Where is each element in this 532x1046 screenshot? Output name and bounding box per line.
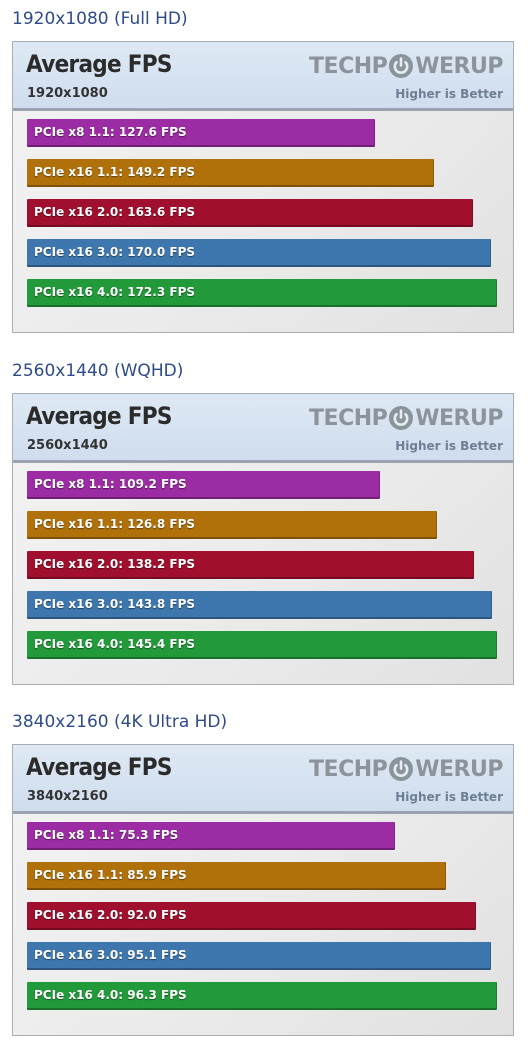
chart-panel: Average FPS 3840x2160 TECHP WERUP Higher… bbox=[12, 744, 514, 1036]
bars-area: PCIe x8 1.1: 109.2 FPS PCIe x16 1.1: 126.… bbox=[13, 460, 513, 680]
chart-title: Average FPS bbox=[26, 50, 172, 78]
bars-area: PCIe x8 1.1: 75.3 FPS PCIe x16 1.1: 85.9 … bbox=[13, 811, 513, 1031]
bar-label: PCIe x16 4.0: 96.3 FPS bbox=[34, 988, 187, 1002]
chart-panel: Average FPS 2560x1440 TECHP WERUP Higher… bbox=[12, 393, 514, 685]
chart-title: Average FPS bbox=[26, 753, 172, 781]
bar-pcie-x16-2-0: PCIe x16 2.0: 92.0 FPS bbox=[27, 902, 476, 930]
logo-text-left: TECHP bbox=[309, 405, 388, 431]
power-icon bbox=[389, 757, 414, 781]
bar-label: PCIe x16 1.1: 126.8 FPS bbox=[34, 517, 196, 531]
bar-pcie-x8-1-1: PCIe x8 1.1: 109.2 FPS bbox=[27, 471, 380, 499]
section-heading: 2560x1440 (WQHD) bbox=[12, 361, 184, 381]
bar-label: PCIe x16 2.0: 138.2 FPS bbox=[34, 557, 196, 571]
bar-label: PCIe x16 4.0: 172.3 FPS bbox=[34, 285, 196, 299]
techpowerup-logo: TECHP WERUP bbox=[309, 753, 503, 785]
techpowerup-logo: TECHP WERUP bbox=[309, 402, 503, 434]
bar-label: PCIe x16 3.0: 143.8 FPS bbox=[34, 597, 196, 611]
bar-pcie-x16-4-0: PCIe x16 4.0: 96.3 FPS bbox=[27, 982, 497, 1010]
chart-panel: Average FPS 1920x1080 TECHP WERUP Higher… bbox=[12, 41, 514, 333]
chart-header: Average FPS 2560x1440 TECHP WERUP Higher… bbox=[13, 394, 513, 463]
chart-subtitle: 1920x1080 bbox=[27, 86, 108, 101]
bar-label: PCIe x8 1.1: 127.6 FPS bbox=[34, 125, 187, 139]
bar-pcie-x16-4-0: PCIe x16 4.0: 172.3 FPS bbox=[27, 279, 497, 307]
bar-pcie-x16-2-0: PCIe x16 2.0: 163.6 FPS bbox=[27, 199, 473, 227]
bar-pcie-x16-3-0: PCIe x16 3.0: 143.8 FPS bbox=[27, 591, 492, 619]
chart-title: Average FPS bbox=[26, 402, 172, 430]
logo-text-left: TECHP bbox=[309, 756, 388, 782]
bar-pcie-x16-2-0: PCIe x16 2.0: 138.2 FPS bbox=[27, 551, 474, 579]
bar-pcie-x8-1-1: PCIe x8 1.1: 127.6 FPS bbox=[27, 119, 375, 147]
bar-pcie-x16-3-0: PCIe x16 3.0: 95.1 FPS bbox=[27, 942, 491, 970]
higher-is-better-label: Higher is Better bbox=[395, 790, 503, 804]
power-icon bbox=[389, 54, 414, 78]
bar-label: PCIe x16 3.0: 170.0 FPS bbox=[34, 245, 196, 259]
bar-label: PCIe x16 1.1: 149.2 FPS bbox=[34, 165, 196, 179]
bars-area: PCIe x8 1.1: 127.6 FPS PCIe x16 1.1: 149.… bbox=[13, 108, 513, 328]
section-heading: 1920x1080 (Full HD) bbox=[12, 9, 188, 29]
chart-subtitle: 2560x1440 bbox=[27, 438, 108, 453]
bar-label: PCIe x8 1.1: 75.3 FPS bbox=[34, 828, 179, 842]
logo-text-right: WERUP bbox=[415, 53, 503, 79]
higher-is-better-label: Higher is Better bbox=[395, 87, 503, 101]
bar-label: PCIe x16 4.0: 145.4 FPS bbox=[34, 637, 196, 651]
bar-pcie-x16-3-0: PCIe x16 3.0: 170.0 FPS bbox=[27, 239, 491, 267]
section-heading: 3840x2160 (4K Ultra HD) bbox=[12, 712, 228, 732]
bar-label: PCIe x8 1.1: 109.2 FPS bbox=[34, 477, 187, 491]
chart-header: Average FPS 3840x2160 TECHP WERUP Higher… bbox=[13, 745, 513, 814]
logo-text-right: WERUP bbox=[415, 405, 503, 431]
bar-label: PCIe x16 1.1: 85.9 FPS bbox=[34, 868, 187, 882]
higher-is-better-label: Higher is Better bbox=[395, 439, 503, 453]
bar-pcie-x8-1-1: PCIe x8 1.1: 75.3 FPS bbox=[27, 822, 395, 850]
bar-pcie-x16-1-1: PCIe x16 1.1: 85.9 FPS bbox=[27, 862, 446, 890]
bar-pcie-x16-1-1: PCIe x16 1.1: 126.8 FPS bbox=[27, 511, 437, 539]
chart-subtitle: 3840x2160 bbox=[27, 789, 108, 804]
bar-label: PCIe x16 2.0: 163.6 FPS bbox=[34, 205, 196, 219]
bar-label: PCIe x16 3.0: 95.1 FPS bbox=[34, 948, 187, 962]
bar-pcie-x16-1-1: PCIe x16 1.1: 149.2 FPS bbox=[27, 159, 434, 187]
bar-pcie-x16-4-0: PCIe x16 4.0: 145.4 FPS bbox=[27, 631, 497, 659]
power-icon bbox=[389, 406, 414, 430]
chart-header: Average FPS 1920x1080 TECHP WERUP Higher… bbox=[13, 42, 513, 111]
logo-text-right: WERUP bbox=[415, 756, 503, 782]
logo-text-left: TECHP bbox=[309, 53, 388, 79]
techpowerup-logo: TECHP WERUP bbox=[309, 50, 503, 82]
bar-label: PCIe x16 2.0: 92.0 FPS bbox=[34, 908, 187, 922]
